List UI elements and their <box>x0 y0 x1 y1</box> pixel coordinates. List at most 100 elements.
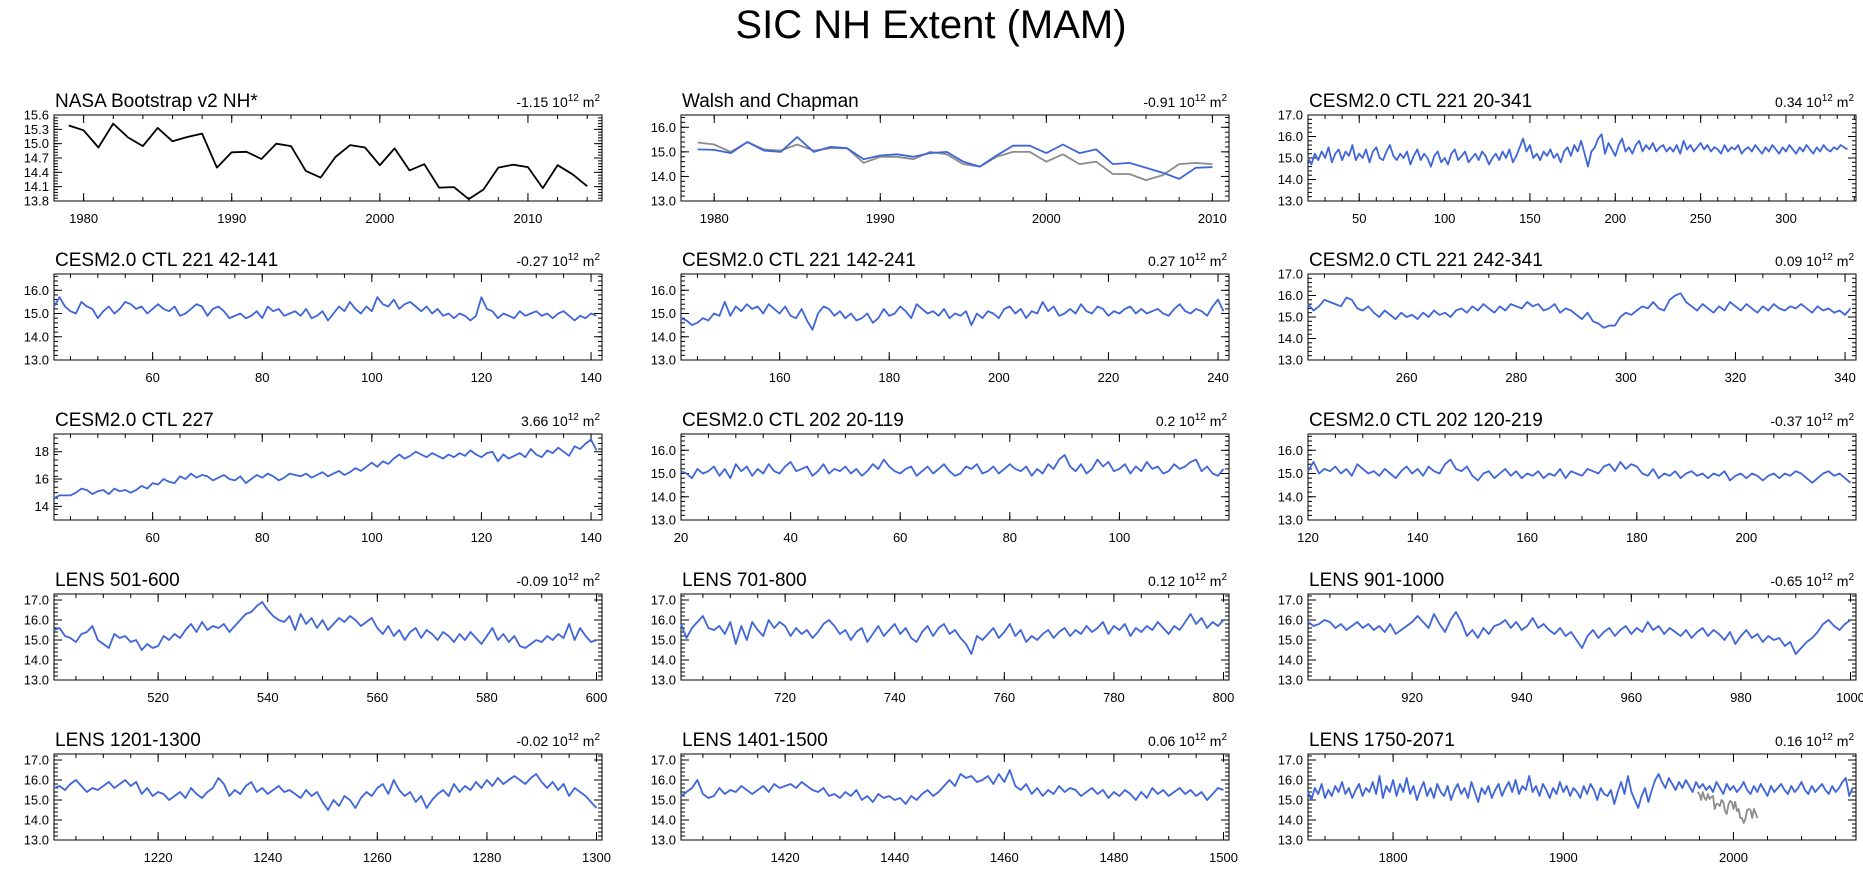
trend-unit: 10 <box>552 573 568 589</box>
y-tick-label: 14.0 <box>1278 489 1303 504</box>
x-tick-label: 1000 <box>1836 690 1863 705</box>
x-tick-label: 2010 <box>1198 211 1227 226</box>
y-tick-label: 15.0 <box>24 306 49 321</box>
panel-10: LENS 501-600 -0.09 1012 m2 13.0 14.0 15.0 16.… <box>24 570 608 705</box>
x-tick-label: 780 <box>1103 690 1125 705</box>
panel-15: LENS 1750-2071 0.16 1012 m2 13.0 14.0 15.0 16… <box>1278 730 1857 865</box>
x-tick-label: 120 <box>471 370 493 385</box>
trend-exp: 12 <box>1195 412 1207 423</box>
trend-value: -0.27 <box>516 253 552 269</box>
y-tick-label: 13.0 <box>651 673 676 688</box>
y-tick-label: 15.0 <box>1278 151 1303 166</box>
trend-value: 0.06 <box>1148 733 1179 749</box>
trend-label: -0.09 1012 m2 <box>516 572 600 589</box>
x-tick-label: 340 <box>1834 370 1856 385</box>
x-tick-label: 120 <box>1297 530 1319 545</box>
y-tick-label: 17.0 <box>1278 753 1303 768</box>
y-tick-label: 15.0 <box>651 466 676 481</box>
series-line-model <box>680 613 1225 655</box>
y-tick-label: 13.0 <box>24 353 49 368</box>
x-tick-label: 1500 <box>1209 850 1238 865</box>
trend-unit: 10 <box>552 413 568 429</box>
trend-unit: 10 <box>552 94 568 110</box>
panel-1: NASA Bootstrap v2 NH* -1.15 1012 m213.814… <box>24 91 603 226</box>
y-tick-label: 17.0 <box>651 593 676 608</box>
panel-title: CESM2.0 CTL 202 20-119 <box>682 410 904 431</box>
x-tick-label: 300 <box>1775 211 1797 226</box>
trend-sup2: 2 <box>1848 732 1854 743</box>
y-tick-label: 13.0 <box>651 833 676 848</box>
trend-suffix: m <box>1833 413 1849 429</box>
y-tick-label: 17.0 <box>1278 593 1303 608</box>
y-tick-label: 15.0 <box>1278 310 1303 325</box>
trend-label: 0.27 1012 m2 <box>1148 252 1227 269</box>
plot-frame <box>680 753 1230 841</box>
y-tick-label: 14.0 <box>1278 653 1303 668</box>
y-tick-label: 13.0 <box>1278 833 1303 848</box>
trend-unit: 10 <box>1179 573 1195 589</box>
y-tick-label: 14.0 <box>651 169 676 184</box>
x-tick-label: 150 <box>1519 211 1541 226</box>
x-tick-label: 300 <box>1615 370 1637 385</box>
trend-value: -0.91 <box>1143 94 1179 110</box>
trend-exp: 12 <box>1822 412 1834 423</box>
x-tick-label: 140 <box>580 530 602 545</box>
x-tick-label: 600 <box>586 690 608 705</box>
trend-suffix: m <box>1833 94 1849 110</box>
trend-sup2: 2 <box>1848 252 1854 263</box>
panel-13: LENS 1201-1300 -0.02 1012 m2 13.0 14.0 15.0 1… <box>24 730 611 865</box>
y-tick-label: 13.0 <box>651 513 676 528</box>
x-tick-label: 260 <box>1396 370 1418 385</box>
plot-frame <box>1307 593 1857 681</box>
y-tick-label: 16.0 <box>1278 443 1303 458</box>
trend-exp: 12 <box>568 93 580 104</box>
y-tick-label: 16.0 <box>1278 288 1303 303</box>
trend-unit: 10 <box>1806 733 1822 749</box>
panel-title: Walsh and Chapman <box>682 91 859 112</box>
y-tick-label: 14.0 <box>24 653 49 668</box>
y-tick-label: 15.3 <box>24 122 49 137</box>
trend-unit: 10 <box>552 253 568 269</box>
x-tick-label: 100 <box>361 370 383 385</box>
y-tick-label: 17.0 <box>1278 108 1303 123</box>
x-tick-label: 1800 <box>1379 850 1408 865</box>
trend-exp: 12 <box>1822 93 1834 104</box>
panel-2: Walsh and Chapman -0.91 1012 m2 13.0 14.0 15… <box>651 91 1230 226</box>
x-tick-label: 760 <box>993 690 1015 705</box>
x-tick-label: 2000 <box>365 211 394 226</box>
y-tick-label: 14.7 <box>24 151 49 166</box>
y-tick-label: 13.0 <box>1278 353 1303 368</box>
y-tick-label: 15.0 <box>1278 793 1303 808</box>
plot-frame <box>53 593 603 681</box>
panel-5: CESM2.0 CTL 221 142-241 0.27 1012 m2 13.0 1… <box>651 250 1230 385</box>
y-tick-label: 13.0 <box>1278 513 1303 528</box>
panel-6: CESM2.0 CTL 221 242-341 0.09 1012 m2 13.0 1… <box>1278 250 1857 385</box>
plot-frame <box>53 114 603 202</box>
x-tick-label: 20 <box>674 530 688 545</box>
trend-label: 0.34 1012 m2 <box>1775 93 1854 110</box>
y-tick-label: 17.0 <box>24 753 49 768</box>
trend-value: 0.09 <box>1775 253 1806 269</box>
y-tick-label: 13.0 <box>1278 673 1303 688</box>
panel-12: LENS 901-1000 -0.65 1012 m2 13.0 14.0 15.0 16… <box>1278 570 1863 705</box>
y-tick-label: 13.0 <box>24 673 49 688</box>
trend-label: -0.02 1012 m2 <box>516 732 600 749</box>
trend-suffix: m <box>579 253 595 269</box>
panel-title: LENS 901-1000 <box>1309 570 1444 591</box>
x-tick-label: 800 <box>1213 690 1235 705</box>
y-tick-label: 15.0 <box>651 633 676 648</box>
trend-exp: 12 <box>568 732 580 743</box>
panel-title: CESM2.0 CTL 202 120-219 <box>1309 410 1543 431</box>
series-line-observed <box>68 122 588 201</box>
trend-sup2: 2 <box>1221 252 1227 263</box>
trend-label: 0.2 1012 m2 <box>1156 412 1228 429</box>
panel-title: LENS 1750-2071 <box>1309 730 1455 751</box>
x-tick-label: 180 <box>878 370 900 385</box>
x-tick-label: 280 <box>1505 370 1527 385</box>
x-tick-label: 1980 <box>700 211 729 226</box>
trend-unit: 10 <box>1806 413 1822 429</box>
y-tick-label: 13.8 <box>24 194 49 209</box>
panel-title: NASA Bootstrap v2 NH* <box>55 91 258 112</box>
x-tick-label: 1260 <box>363 850 392 865</box>
y-tick-label: 14 <box>35 499 49 514</box>
